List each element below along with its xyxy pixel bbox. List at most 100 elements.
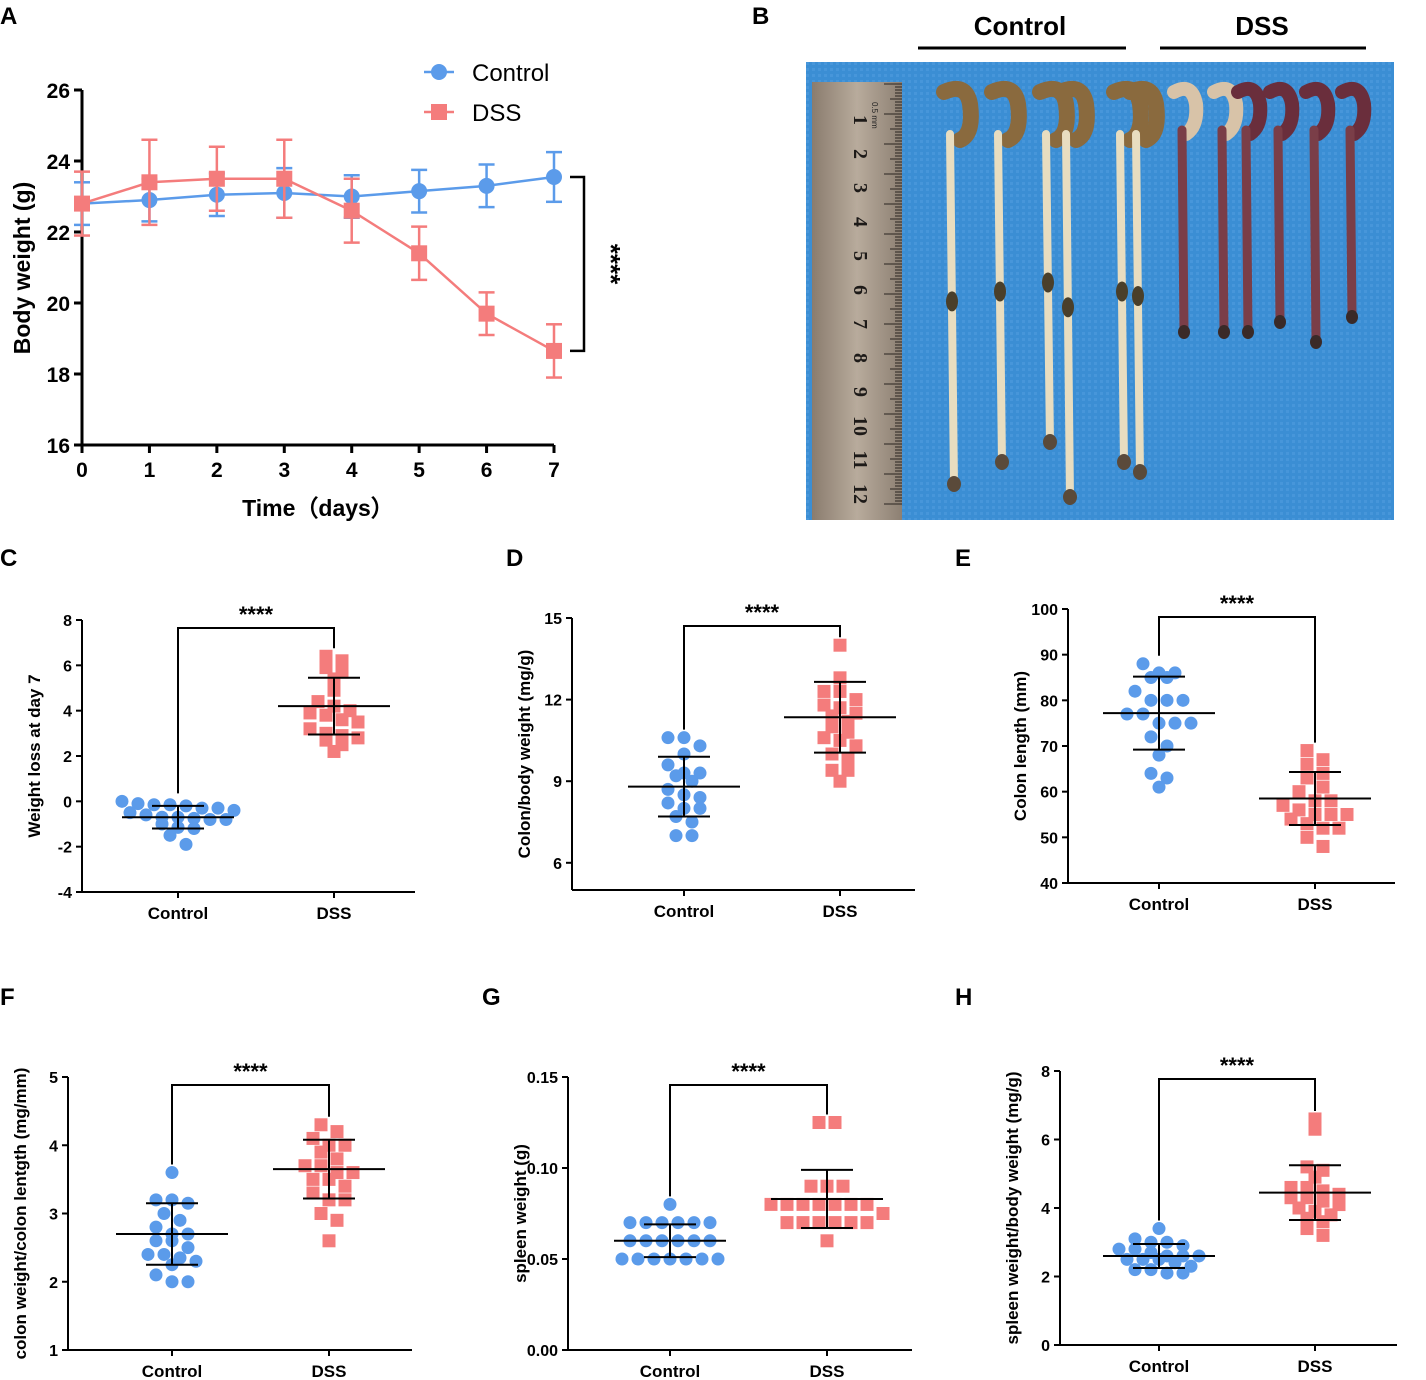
y-tick-label: 70 (1040, 739, 1058, 756)
data-point (631, 1252, 645, 1266)
significance-label: **** (745, 600, 780, 625)
significance-label: **** (1220, 591, 1255, 616)
data-point (1128, 1263, 1142, 1277)
group-control (614, 1197, 726, 1266)
y-axis-label: spleen weight (g) (511, 1144, 530, 1283)
x-tick-label: DSS (312, 1362, 347, 1380)
data-point (841, 752, 855, 766)
significance-label: **** (239, 602, 274, 627)
panel-letter-g: G (482, 984, 501, 1011)
ruler-number: 3 (849, 183, 871, 193)
data-point (411, 183, 428, 200)
data-point (351, 731, 365, 745)
data-point (478, 305, 495, 322)
data-point (314, 1159, 328, 1173)
data-point (1176, 1239, 1190, 1253)
cecum (1052, 81, 1095, 148)
data-point (825, 747, 839, 761)
data-point (817, 731, 831, 745)
x-tick-label: 6 (481, 459, 493, 482)
data-point (1152, 1222, 1166, 1236)
colon-control (984, 81, 1027, 470)
y-tick-label: 2 (49, 1275, 58, 1292)
panel-letter-c: C (0, 545, 17, 572)
colon-body (1241, 125, 1253, 335)
x-tick-label: 5 (413, 459, 425, 482)
colon-dss (1299, 82, 1336, 349)
y-tick-label: 90 (1040, 648, 1058, 665)
data-point (679, 1252, 693, 1266)
data-point (157, 1247, 171, 1261)
data-point (322, 1234, 336, 1248)
data-point (1136, 657, 1150, 671)
data-point (335, 713, 349, 727)
data-point (1316, 766, 1330, 780)
data-point (1316, 821, 1330, 835)
panel-f-chart: F 1 2 3 4 5 Control DSS colon weight/colon lentg… (0, 984, 412, 1380)
cecum (1299, 82, 1336, 141)
colon-body (1345, 125, 1357, 320)
panel-letter-d: D (506, 545, 523, 572)
x-tick-label: DSS (1298, 1357, 1333, 1376)
panel-c-chart: C -4 -2 0 2 4 6 8 Control DSS Weight loss at day 7… (0, 545, 415, 923)
group-control (1103, 657, 1215, 794)
data-point (1300, 1160, 1314, 1174)
data-point (131, 797, 145, 811)
fecal-pellet (1218, 325, 1230, 339)
cecum (1122, 81, 1165, 148)
colon-body (1217, 125, 1229, 335)
data-point (319, 733, 333, 747)
group-dss (1259, 744, 1371, 853)
data-point (1160, 771, 1174, 785)
y-axis-label: spleen weight/body weight (mg/g) (1003, 1072, 1022, 1345)
data-point (195, 801, 209, 815)
data-point (647, 1252, 661, 1266)
data-point (655, 1216, 669, 1230)
data-point (306, 1186, 320, 1200)
data-point (319, 661, 333, 675)
data-point (123, 806, 137, 820)
fecal-pellet (1310, 335, 1322, 349)
ruler-ticks (884, 83, 902, 505)
group-dss (278, 649, 390, 758)
data-point (1324, 808, 1338, 821)
data-point (319, 649, 333, 663)
data-point (1332, 1187, 1346, 1201)
data-point (208, 170, 225, 187)
series-line (81, 177, 555, 353)
x-tick-label: 7 (548, 459, 560, 482)
panel-letter-h: H (955, 984, 972, 1011)
series-control: Control (74, 60, 562, 227)
data-point (179, 837, 193, 851)
colon-dss (1167, 82, 1204, 339)
y-tick-label: 100 (1031, 602, 1058, 619)
cecum (1335, 82, 1372, 141)
data-point (165, 1275, 179, 1289)
y-tick-label: 0.05 (527, 1252, 558, 1269)
data-point (1316, 839, 1330, 853)
y-tick-label: 18 (47, 364, 71, 387)
ruler-number: 11 (849, 451, 871, 470)
data-point (1300, 1222, 1314, 1236)
data-point (1308, 1122, 1322, 1136)
data-point (825, 720, 839, 734)
data-point (812, 1197, 826, 1211)
y-tick-label: 0.10 (527, 1161, 558, 1178)
y-tick-label: 5 (49, 1070, 58, 1087)
data-point (876, 1207, 890, 1220)
panel-b: B Control DSS (752, 3, 1366, 50)
y-tick-label: 1 (49, 1343, 58, 1360)
data-point (1292, 1201, 1306, 1215)
panel-letter-b: B (752, 3, 769, 30)
ruler-number: 10 (849, 416, 871, 436)
significance-bracket (171, 1084, 330, 1165)
data-point (335, 654, 349, 668)
colon-control (936, 81, 979, 492)
data-point (1184, 716, 1198, 730)
colon-dss (1263, 82, 1300, 329)
significance-bracket (177, 627, 335, 794)
fecal-pellet (1178, 325, 1190, 339)
data-point (661, 758, 675, 772)
colon-body (1273, 125, 1285, 325)
